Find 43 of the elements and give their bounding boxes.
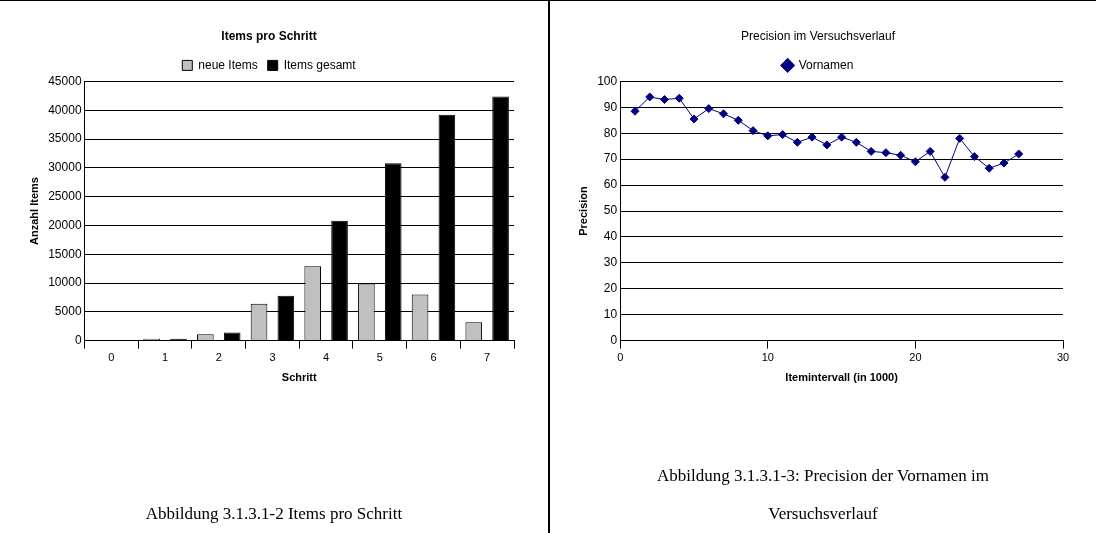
y-tick-label: 5000 [54,304,82,319]
text: Abbildung 3.1.3.1-3: Precision der Vornamen im Versuchsverlauf [656,465,990,525]
x-tick-label: 7 [484,351,491,364]
y-tick-label: 15000 [48,246,82,261]
y-axis-title: Precision [576,185,589,236]
y-tick-label: 0 [610,332,618,347]
y-axis-title: Anzahl Items [27,177,40,245]
x-axis-title: Itemintervall (in 1000) [785,371,899,384]
x-tick-label: 10 [761,351,774,364]
y-tick-label: 10 [603,306,618,321]
x-tick-label: 5 [376,351,383,364]
y-tick-label: 30 [603,255,618,270]
legend-label: Vornamen [798,57,854,72]
legend-label: Items gesamt [283,57,357,72]
text: Abbildung 3.1.3.1-2 Items pro Schritt [144,503,404,525]
x-tick-label: 0 [108,351,115,364]
y-tick-label: 20000 [48,217,82,232]
x-tick-label: 2 [215,351,222,364]
y-tick-label: 20 [603,281,618,296]
x-tick-label: 4 [323,351,330,364]
y-tick-label: 70 [603,151,618,166]
legend-label: neue Items [198,57,258,72]
y-tick-label: 10000 [48,275,82,290]
y-tick-label: 25000 [48,188,82,203]
x-tick-label: 3 [269,351,276,364]
y-tick-label: 40 [603,229,618,244]
x-tick-label: 20 [909,351,922,364]
x-tick-label: 1 [162,351,169,364]
x-tick-label: 6 [430,351,437,364]
y-tick-label: 40000 [48,102,82,117]
chart-title: Precision im Versuchsverlauf [740,28,896,43]
y-tick-label: 60 [603,177,618,192]
y-tick-label: 0 [74,332,82,347]
y-tick-label: 35000 [48,131,82,146]
chart-title: Items pro Schritt [221,28,317,43]
y-tick-label: 80 [603,125,618,140]
y-tick-label: 90 [603,99,618,114]
x-tick-label: 30 [1056,351,1070,364]
y-tick-label: 45000 [48,73,82,88]
y-tick-label: 50 [603,203,618,218]
x-axis-title: Schritt [281,371,318,384]
y-tick-label: 30000 [48,160,82,175]
y-tick-label: 100 [597,73,618,88]
